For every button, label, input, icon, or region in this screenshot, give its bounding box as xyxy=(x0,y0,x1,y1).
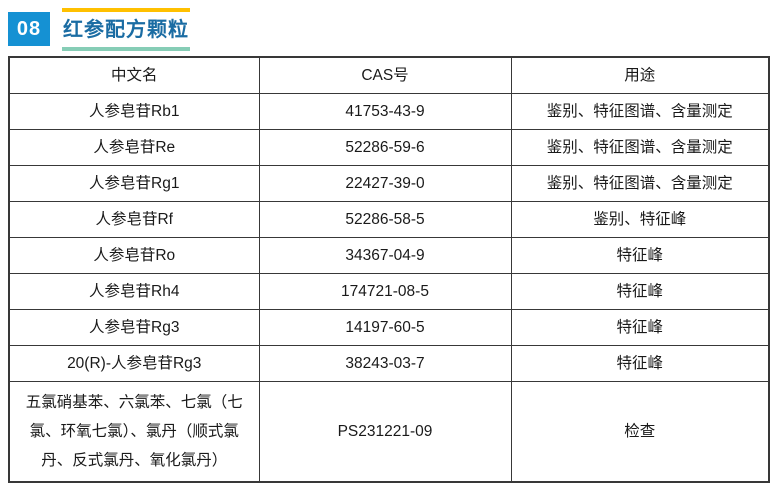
ingredients-table: 中文名 CAS号 用途 人参皂苷Rb1 41753-43-9 鉴别、特征图谱、含… xyxy=(8,56,770,483)
cell-name: 人参皂苷Rf xyxy=(8,201,260,238)
table-row: 人参皂苷Re 52286-59-6 鉴别、特征图谱、含量测定 xyxy=(8,129,770,166)
table-row: 20(R)-人参皂苷Rg3 38243-03-7 特征峰 xyxy=(8,345,770,382)
cell-use: 特征峰 xyxy=(510,309,770,346)
cell-name: 20(R)-人参皂苷Rg3 xyxy=(8,345,260,382)
column-header-name: 中文名 xyxy=(8,56,260,94)
column-header-cas: CAS号 xyxy=(258,56,512,94)
section-title: 红参配方颗粒 xyxy=(63,19,189,41)
cell-cas: 52286-59-6 xyxy=(258,129,512,166)
cell-name: 人参皂苷Ro xyxy=(8,237,260,274)
table-row: 人参皂苷Rg3 14197-60-5 特征峰 xyxy=(8,309,770,346)
cell-use: 鉴别、特征图谱、含量测定 xyxy=(510,93,770,130)
cell-cas: 38243-03-7 xyxy=(258,345,512,382)
cell-cas: 174721-08-5 xyxy=(258,273,512,310)
cell-use: 特征峰 xyxy=(510,273,770,310)
cell-cas: PS231221-09 xyxy=(258,381,512,483)
table-row: 五氯硝基苯、六氯苯、七氯（七氯、环氧七氯）、氯丹（顺式氯丹、反式氯丹、氧化氯丹）… xyxy=(8,381,770,483)
cell-cas: 52286-58-5 xyxy=(258,201,512,238)
cell-name: 人参皂苷Rg1 xyxy=(8,165,260,202)
cell-use: 检查 xyxy=(510,381,770,483)
page-header: 08 红参配方颗粒 xyxy=(0,0,775,56)
column-header-use: 用途 xyxy=(510,56,770,94)
cell-use: 特征峰 xyxy=(510,237,770,274)
cell-use: 鉴别、特征图谱、含量测定 xyxy=(510,129,770,166)
accent-bar-bottom xyxy=(62,47,190,51)
cell-cas: 41753-43-9 xyxy=(258,93,512,130)
table-row: 人参皂苷Ro 34367-04-9 特征峰 xyxy=(8,237,770,274)
section-title-block: 红参配方颗粒 xyxy=(62,8,190,51)
cell-cas: 34367-04-9 xyxy=(258,237,512,274)
cell-name: 人参皂苷Rb1 xyxy=(8,93,260,130)
table-row: 人参皂苷Rh4 174721-08-5 特征峰 xyxy=(8,273,770,310)
table-row: 人参皂苷Rf 52286-58-5 鉴别、特征峰 xyxy=(8,201,770,238)
cell-name: 五氯硝基苯、六氯苯、七氯（七氯、环氧七氯）、氯丹（顺式氯丹、反式氯丹、氧化氯丹） xyxy=(8,381,260,483)
cell-name: 人参皂苷Rg3 xyxy=(8,309,260,346)
cell-use: 特征峰 xyxy=(510,345,770,382)
table-row: 人参皂苷Rb1 41753-43-9 鉴别、特征图谱、含量测定 xyxy=(8,93,770,130)
table-row: 人参皂苷Rg1 22427-39-0 鉴别、特征图谱、含量测定 xyxy=(8,165,770,202)
table-header-row: 中文名 CAS号 用途 xyxy=(8,56,770,94)
section-number-badge: 08 xyxy=(8,12,50,46)
cell-name: 人参皂苷Re xyxy=(8,129,260,166)
cell-cas: 22427-39-0 xyxy=(258,165,512,202)
cell-cas: 14197-60-5 xyxy=(258,309,512,346)
cell-use: 鉴别、特征峰 xyxy=(510,201,770,238)
cell-name: 人参皂苷Rh4 xyxy=(8,273,260,310)
cell-use: 鉴别、特征图谱、含量测定 xyxy=(510,165,770,202)
accent-bar-top xyxy=(62,8,190,12)
